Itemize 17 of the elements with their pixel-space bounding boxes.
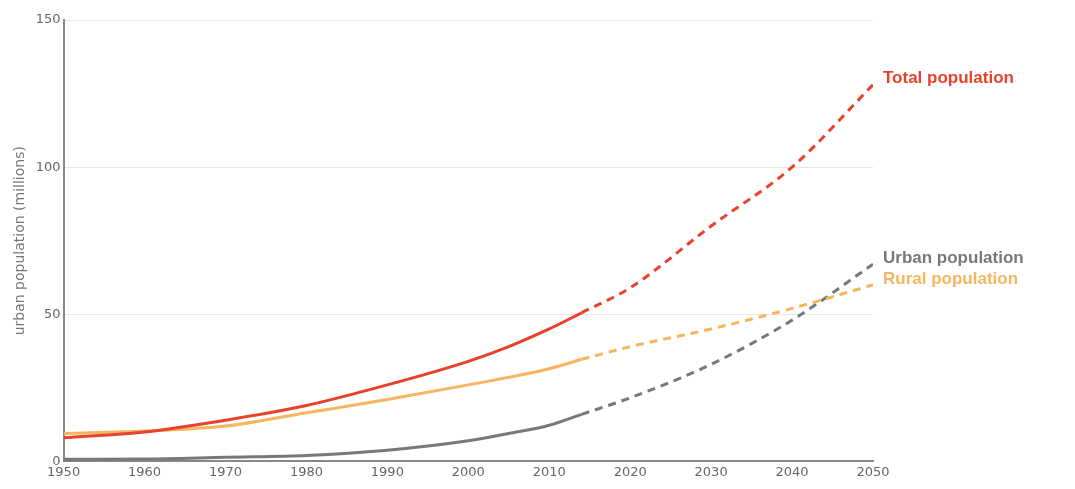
y-tick-label: 150	[35, 11, 61, 27]
x-tick-label: 2000	[451, 463, 485, 479]
x-tick-label: 2020	[613, 463, 647, 479]
x-tick-label: 1990	[370, 463, 404, 479]
x-tick-label: 2010	[532, 463, 566, 479]
x-tick-label: 1960	[128, 463, 162, 479]
series-label: Urban population	[883, 247, 1024, 267]
y-tick-label: 50	[44, 305, 61, 321]
series-label: Rural population	[883, 268, 1019, 288]
y-axis-title: urban population (millions)	[11, 146, 28, 336]
series-label: Total population	[883, 68, 1014, 88]
y-tick-label: 100	[35, 158, 61, 174]
x-tick-label: 2050	[856, 463, 890, 479]
x-tick-label: 2030	[694, 463, 728, 479]
x-tick-label: 1980	[289, 463, 323, 479]
x-tick-label: 2040	[775, 463, 809, 479]
x-tick-label: 1970	[208, 463, 243, 479]
